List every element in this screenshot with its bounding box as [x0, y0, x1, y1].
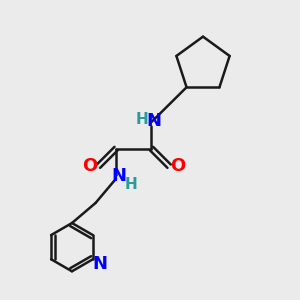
- Text: N: N: [93, 255, 108, 273]
- Text: H: H: [136, 112, 148, 127]
- Text: H: H: [124, 177, 137, 192]
- Text: O: O: [170, 157, 185, 175]
- Text: O: O: [82, 157, 98, 175]
- Text: N: N: [146, 112, 161, 130]
- Text: N: N: [111, 167, 126, 184]
